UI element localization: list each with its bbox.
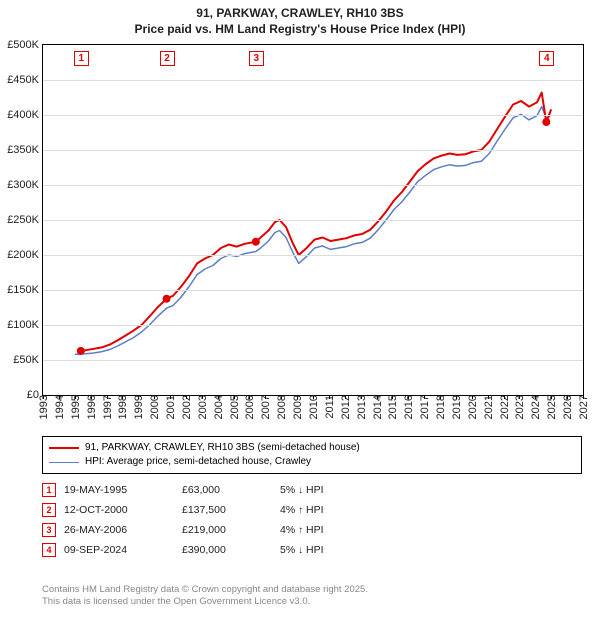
title-line-2: Price paid vs. HM Land Registry's House … bbox=[0, 22, 600, 38]
sale-vs-hpi: 4% ↑ HPI bbox=[280, 520, 332, 540]
sale-point bbox=[77, 347, 85, 355]
y-tick-label: £350K bbox=[7, 144, 43, 156]
chart-plot-area: £0£50K£100K£150K£200K£250K£300K£350K£400… bbox=[42, 44, 584, 396]
x-tick-label: 2017 bbox=[417, 395, 431, 419]
x-tick-label: 2010 bbox=[306, 395, 320, 419]
sale-price: £63,000 bbox=[182, 480, 280, 500]
y-tick-label: £250K bbox=[7, 214, 43, 226]
x-tick-label: 2020 bbox=[465, 395, 479, 419]
legend-label-red: 91, PARKWAY, CRAWLEY, RH10 3BS (semi-det… bbox=[85, 441, 360, 455]
x-tick-label: 1993 bbox=[36, 395, 50, 419]
y-tick-label: £500K bbox=[7, 39, 43, 51]
x-tick-label: 2027 bbox=[576, 395, 590, 419]
sale-marker-4: 4 bbox=[539, 51, 554, 66]
sale-date: 09-SEP-2024 bbox=[64, 540, 182, 560]
gridline bbox=[43, 290, 583, 291]
x-tick-label: 2024 bbox=[528, 395, 542, 419]
x-tick-label: 1998 bbox=[115, 395, 129, 419]
sale-row: 4 09-SEP-2024£390,0005% ↓ HPI bbox=[42, 540, 332, 560]
series-line-blue bbox=[75, 107, 551, 355]
x-tick-label: 2006 bbox=[242, 395, 256, 419]
x-tick-label: 2022 bbox=[497, 395, 511, 419]
y-tick-label: £400K bbox=[7, 109, 43, 121]
gridline bbox=[43, 325, 583, 326]
x-tick-label: 2007 bbox=[258, 395, 272, 419]
x-tick-label: 2009 bbox=[290, 395, 304, 419]
gridline bbox=[43, 115, 583, 116]
gridline bbox=[43, 220, 583, 221]
sale-vs-hpi: 5% ↓ HPI bbox=[280, 480, 332, 500]
y-tick-label: £150K bbox=[7, 284, 43, 296]
x-tick-label: 1995 bbox=[68, 395, 82, 419]
x-tick-label: 2016 bbox=[401, 395, 415, 419]
x-tick-label: 2001 bbox=[163, 395, 177, 419]
sale-point bbox=[252, 238, 260, 246]
sale-row: 2 12-OCT-2000£137,5004% ↑ HPI bbox=[42, 500, 332, 520]
x-tick-label: 2023 bbox=[512, 395, 526, 419]
y-tick-label: £200K bbox=[7, 249, 43, 261]
sale-marker-3: 3 bbox=[249, 51, 264, 66]
x-tick-label: 2021 bbox=[481, 395, 495, 419]
sale-vs-hpi: 5% ↓ HPI bbox=[280, 540, 332, 560]
sale-price: £137,500 bbox=[182, 500, 280, 520]
gridline bbox=[43, 150, 583, 151]
sale-row-marker: 2 bbox=[42, 503, 56, 517]
sale-date: 26-MAY-2006 bbox=[64, 520, 182, 540]
x-tick-label: 2025 bbox=[544, 395, 558, 419]
sale-date: 12-OCT-2000 bbox=[64, 500, 182, 520]
sale-date: 19-MAY-1995 bbox=[64, 480, 182, 500]
x-tick-label: 2013 bbox=[354, 395, 368, 419]
sale-point bbox=[163, 295, 171, 303]
sales-table: 119-MAY-1995£63,0005% ↓ HPI212-OCT-2000£… bbox=[42, 480, 332, 560]
sale-point bbox=[542, 118, 550, 126]
x-tick-label: 2003 bbox=[195, 395, 209, 419]
gridline bbox=[43, 80, 583, 81]
chart-legend: 91, PARKWAY, CRAWLEY, RH10 3BS (semi-det… bbox=[42, 436, 582, 474]
title-line-1: 91, PARKWAY, CRAWLEY, RH10 3BS bbox=[0, 6, 600, 22]
legend-swatch-blue bbox=[49, 462, 79, 463]
x-tick-label: 2012 bbox=[338, 395, 352, 419]
sale-marker-2: 2 bbox=[160, 51, 175, 66]
gridline bbox=[43, 185, 583, 186]
x-tick-label: 2002 bbox=[179, 395, 193, 419]
y-tick-label: £300K bbox=[7, 179, 43, 191]
legend-swatch-red bbox=[49, 447, 79, 449]
x-tick-label: 2005 bbox=[227, 395, 241, 419]
footer-line-2: This data is licensed under the Open Gov… bbox=[42, 596, 368, 608]
x-tick-label: 2004 bbox=[211, 395, 225, 419]
sale-row-marker: 4 bbox=[42, 543, 56, 557]
x-tick-label: 2015 bbox=[385, 395, 399, 419]
x-tick-label: 1999 bbox=[131, 395, 145, 419]
sale-vs-hpi: 4% ↑ HPI bbox=[280, 500, 332, 520]
legend-item-red: 91, PARKWAY, CRAWLEY, RH10 3BS (semi-det… bbox=[49, 441, 575, 455]
sale-price: £390,000 bbox=[182, 540, 280, 560]
gridline bbox=[43, 255, 583, 256]
y-tick-label: £100K bbox=[7, 319, 43, 331]
legend-label-blue: HPI: Average price, semi-detached house,… bbox=[85, 455, 311, 469]
footer-line-1: Contains HM Land Registry data © Crown c… bbox=[42, 584, 368, 596]
chart-title: 91, PARKWAY, CRAWLEY, RH10 3BS Price pai… bbox=[0, 0, 600, 37]
footer-attribution: Contains HM Land Registry data © Crown c… bbox=[42, 584, 368, 609]
series-line-red bbox=[81, 93, 551, 351]
x-tick-label: 2011 bbox=[322, 395, 336, 419]
sale-row: 1 19-MAY-1995£63,0005% ↓ HPI bbox=[42, 480, 332, 500]
x-tick-label: 1997 bbox=[100, 395, 114, 419]
x-tick-label: 2000 bbox=[147, 395, 161, 419]
x-tick-label: 1994 bbox=[52, 395, 66, 419]
sale-row: 3 26-MAY-2006£219,0004% ↑ HPI bbox=[42, 520, 332, 540]
sale-price: £219,000 bbox=[182, 520, 280, 540]
sale-marker-1: 1 bbox=[74, 51, 89, 66]
sale-row-marker: 3 bbox=[42, 523, 56, 537]
y-tick-label: £50K bbox=[13, 354, 43, 366]
x-tick-label: 2019 bbox=[449, 395, 463, 419]
x-tick-label: 2014 bbox=[370, 395, 384, 419]
legend-item-blue: HPI: Average price, semi-detached house,… bbox=[49, 455, 575, 469]
x-tick-label: 2026 bbox=[560, 395, 574, 419]
x-tick-label: 2008 bbox=[274, 395, 288, 419]
x-tick-label: 1996 bbox=[84, 395, 98, 419]
sale-row-marker: 1 bbox=[42, 483, 56, 497]
x-tick-label: 2018 bbox=[433, 395, 447, 419]
y-tick-label: £450K bbox=[7, 74, 43, 86]
gridline bbox=[43, 360, 583, 361]
